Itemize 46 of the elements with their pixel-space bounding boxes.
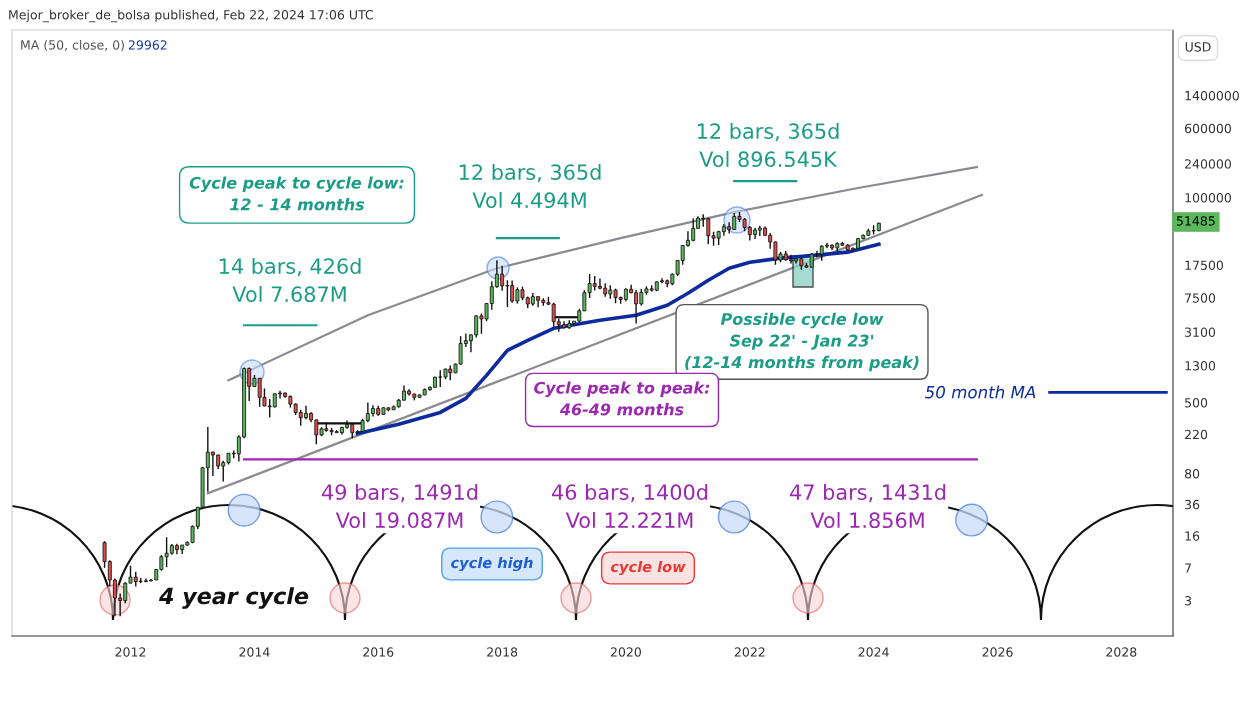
- x-tick-label: 2028: [1106, 647, 1137, 657]
- annotation: Cycle peak to cycle low: 12 - 14 months: [189, 176, 404, 211]
- annotation: 14 bars, 426d Vol 7.687M: [219, 257, 361, 303]
- chart-title: Mejor_broker_de_bolsa published, Feb 22, 2024 17:06 UTC: [9, 9, 373, 23]
- x-tick-label: 2018: [487, 647, 518, 657]
- y-tick-label: 500: [1185, 398, 1208, 408]
- annotation: Cycle peak to peak: 46-49 months: [534, 381, 710, 416]
- annotation: 4 year cycle: [158, 587, 309, 609]
- y-tick-label: 1400000: [1185, 90, 1239, 101]
- y-tick-label: 100000: [1185, 193, 1231, 203]
- point: [227, 493, 261, 527]
- y-tick-label: 80: [1184, 468, 1200, 479]
- annotation: Possible cycle low Sep 22' - Jan 23' (12-14 months from peak): [685, 312, 919, 372]
- annotation: 12 bars, 365d Vol 4.494M: [459, 163, 601, 209]
- annotation: 29962: [128, 40, 167, 50]
- x-tick-label: 2014: [239, 647, 270, 657]
- y-tick-label: 7500: [1185, 293, 1216, 303]
- y-tick-label: 240000: [1185, 159, 1231, 169]
- x-tick-label: 2026: [982, 647, 1013, 657]
- annotation: 47 bars, 1431d Vol 1.856M: [790, 483, 946, 529]
- x-tick-label: 2012: [115, 647, 146, 657]
- annotation: 49 bars, 1491d Vol 19.087M: [322, 483, 478, 529]
- annotation: 12 bars, 365d Vol 896.545K: [697, 122, 839, 168]
- y-tick-label: 220: [1185, 429, 1208, 440]
- point: [480, 500, 514, 534]
- annotation: cycle low: [610, 560, 686, 576]
- y-tick-label: 600000: [1184, 123, 1231, 134]
- y-tick-label: 1300: [1185, 361, 1216, 371]
- x-tick-label: 2022: [734, 647, 765, 657]
- text: 51485: [1176, 216, 1215, 226]
- point: [955, 503, 989, 537]
- y-tick-label: 7: [1185, 563, 1191, 573]
- text: 50 month MA: [924, 385, 1036, 399]
- annotation: MA (50, close, 0): [21, 39, 124, 52]
- point: [717, 500, 751, 534]
- y-tick-label: 3100: [1185, 327, 1216, 337]
- x-tick-label: 2020: [610, 647, 641, 657]
- y-axis-title: USD: [1185, 42, 1211, 52]
- x-tick-label: 2024: [858, 647, 889, 657]
- annotation: cycle high: [451, 556, 533, 572]
- y-tick-label: 16: [1185, 531, 1200, 541]
- y-tick-label: 3: [1185, 596, 1192, 606]
- y-tick-label: 17500: [1185, 260, 1224, 270]
- x-tick-label: 2016: [363, 647, 394, 657]
- annotation: 46 bars, 1400d Vol 12.221M: [552, 483, 708, 529]
- y-tick-label: 36: [1185, 499, 1200, 510]
